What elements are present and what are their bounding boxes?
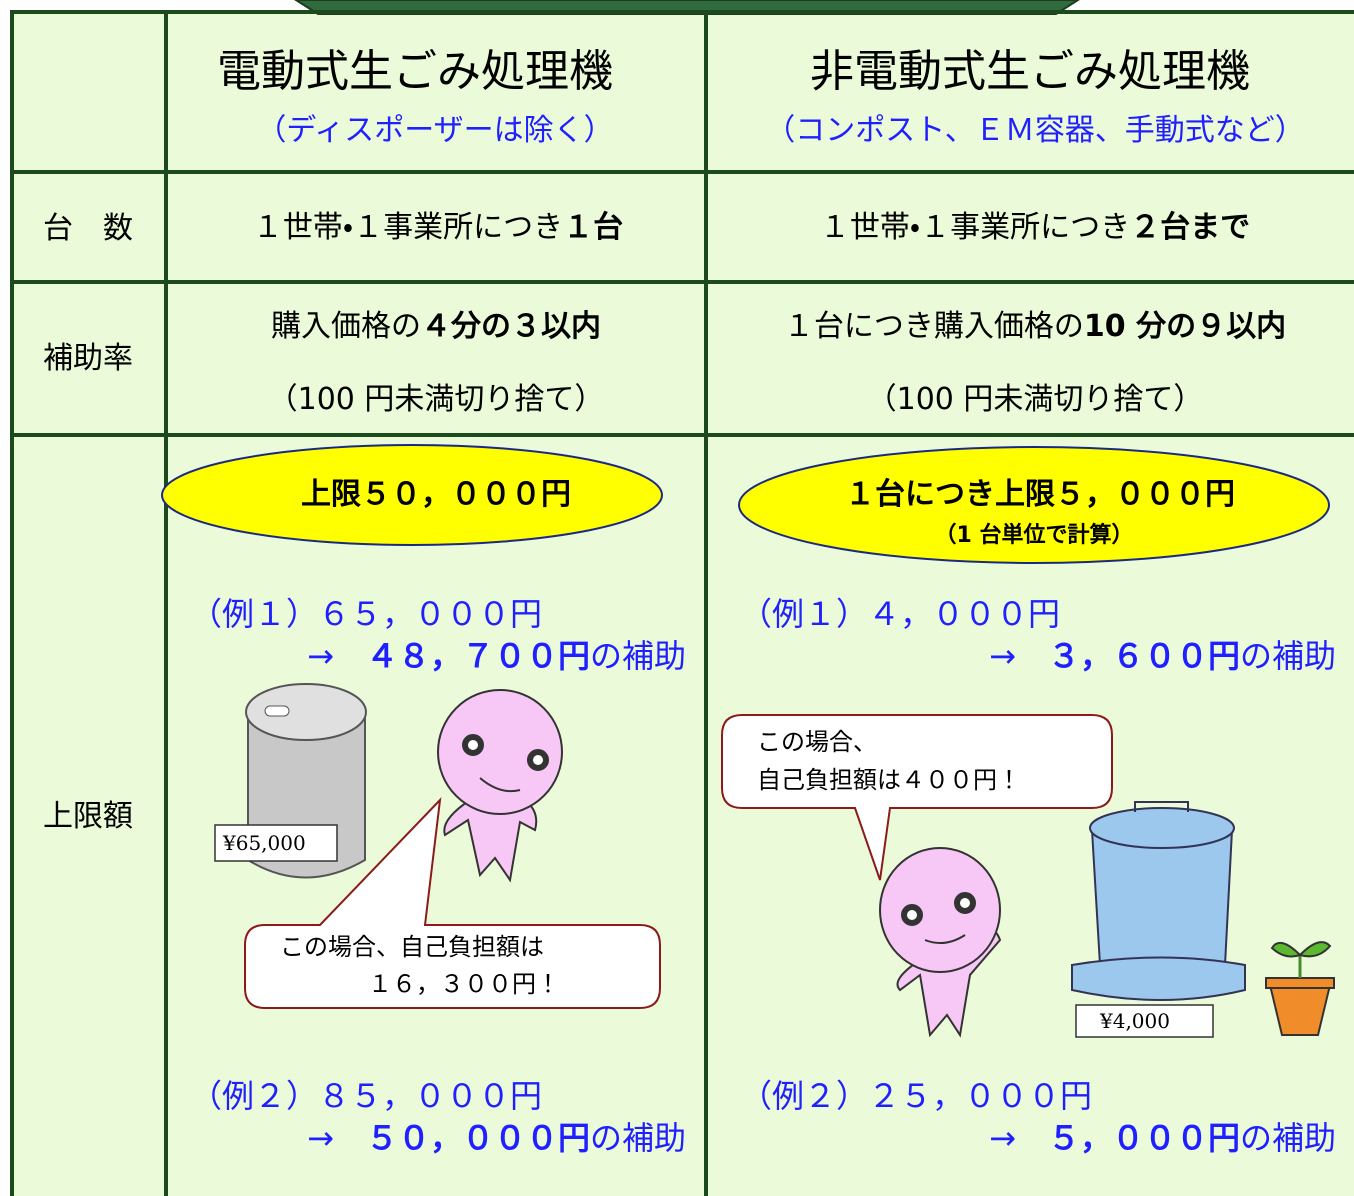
cell: １世帯・１事業所につき１台 xyxy=(253,213,623,243)
cell-strong: 10 分の９以内 xyxy=(1083,309,1287,344)
cell: １台につき購入価格の10 分の９以内 xyxy=(784,312,1286,342)
example-result: → ５，０００円の補助 xyxy=(989,1122,1336,1154)
character xyxy=(437,689,563,883)
limit-ellipse xyxy=(161,444,663,546)
example-result: → ３，６００円の補助 xyxy=(989,640,1336,672)
suffix: の補助 xyxy=(1239,1119,1336,1157)
plant-pot xyxy=(1265,941,1335,1036)
cell-text: 購入価格の xyxy=(271,309,421,344)
arrow: → xyxy=(307,1119,334,1157)
price-tag: ¥65,000 xyxy=(223,831,306,855)
example-case: （例１）４，０００円 xyxy=(740,595,1061,633)
cell-text: １台につき購入価格の xyxy=(783,309,1084,344)
table-lines xyxy=(10,10,1354,1196)
limit: 上限５０，０００円 xyxy=(301,477,571,512)
amount: ５０，０００円 xyxy=(365,1119,590,1157)
compost-bin xyxy=(1071,801,1246,1001)
suffix: の補助 xyxy=(589,1119,686,1157)
cell: 購入価格の４分の３以内 xyxy=(271,312,601,342)
limit-note: （1 台単位で計算） xyxy=(934,523,1134,548)
price-tag: ¥4,000 xyxy=(1100,1009,1170,1033)
cell: １世帯・１事業所につき２台まで xyxy=(820,213,1250,243)
example-case: （例２）２５，０００円 xyxy=(740,1077,1093,1115)
cell-strong: ４分の３以内 xyxy=(421,309,601,344)
amount: ５，０００円 xyxy=(1047,1119,1240,1157)
speech-bubble xyxy=(721,714,1113,881)
bubble-line: この場合、 xyxy=(757,728,877,756)
cell-text: １世帯・１事業所につき xyxy=(252,210,564,245)
column-subtitle: （コンポスト、ＥＭ容器、手動式など） xyxy=(765,113,1305,148)
limit-ellipse xyxy=(738,446,1330,564)
character xyxy=(879,847,1002,1038)
price-tag-box xyxy=(214,824,338,862)
amount: ３，６００円 xyxy=(1047,637,1240,675)
arrow: → xyxy=(307,637,334,675)
example-result: → ５０，０００円の補助 xyxy=(307,1122,686,1154)
cell-note: （100 円未満切り捨て） xyxy=(267,382,605,417)
column-subtitle: （ディスポーザーは除く） xyxy=(256,113,614,148)
example-result: → ４８，７００円の補助 xyxy=(307,640,686,672)
cell-strong: ２台まで xyxy=(1130,210,1251,245)
speech-bubble xyxy=(244,797,661,1009)
price-tag-box xyxy=(1075,1004,1214,1038)
suffix: の補助 xyxy=(589,637,686,675)
row-label: 補助率 xyxy=(43,341,133,376)
arrow: → xyxy=(989,637,1016,675)
bubble-line: １６，３００円！ xyxy=(368,970,560,998)
column-title: 電動式生ごみ処理機 xyxy=(217,46,613,97)
suffix: の補助 xyxy=(1239,637,1336,675)
bubble-line: 自己負担額は４００円！ xyxy=(757,766,1021,794)
bubble-line: この場合、自己負担額は xyxy=(280,933,544,961)
column-title: 非電動式生ごみ処理機 xyxy=(810,46,1250,97)
cell-note: （100 円未満切り捨て） xyxy=(866,382,1204,417)
row-label: 上限額 xyxy=(43,799,133,834)
amount: ４８，７００円 xyxy=(365,637,590,675)
example-case: （例２）８５，０００円 xyxy=(190,1077,543,1115)
arrow: → xyxy=(989,1119,1016,1157)
cell-strong: １台 xyxy=(563,210,624,245)
example-case: （例１）６５，０００円 xyxy=(190,595,543,633)
limit: １台につき上限５，０００円 xyxy=(845,477,1235,512)
row-label: 台 数 xyxy=(43,211,133,246)
cell-text: １世帯・１事業所につき xyxy=(819,210,1131,245)
